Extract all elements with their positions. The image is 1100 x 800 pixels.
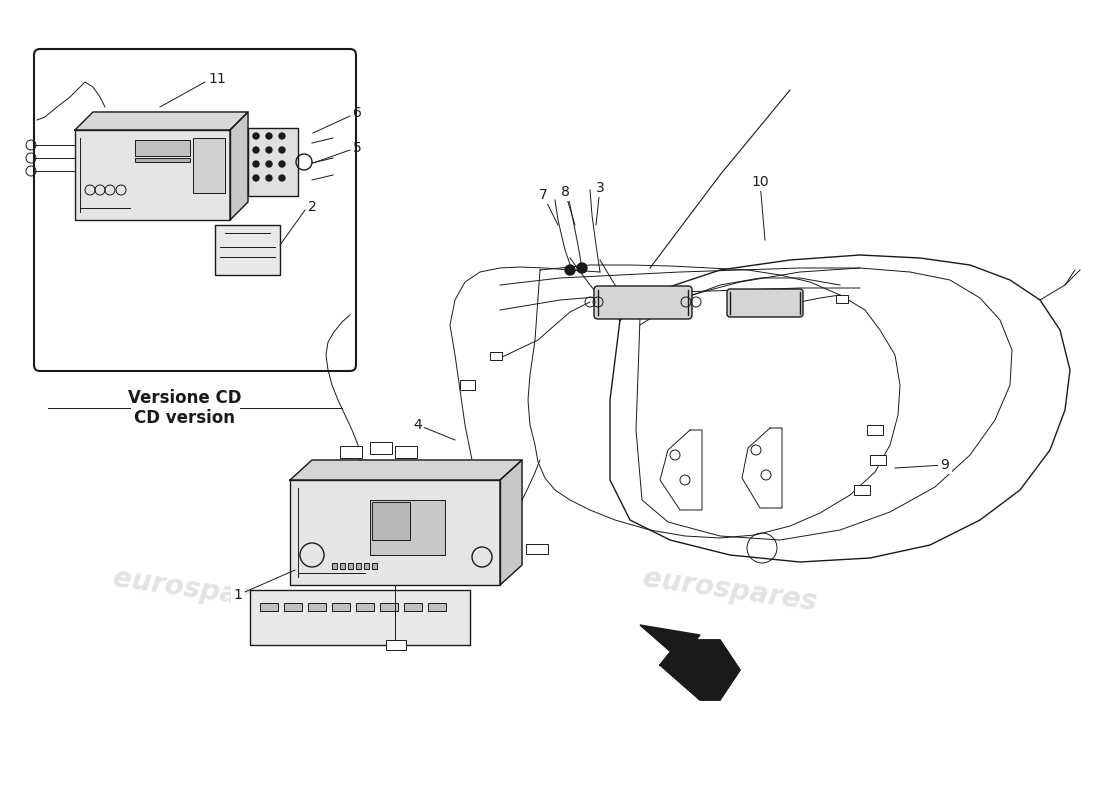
- Circle shape: [266, 161, 272, 167]
- FancyBboxPatch shape: [727, 289, 803, 317]
- Circle shape: [266, 147, 272, 153]
- FancyBboxPatch shape: [34, 49, 356, 371]
- Bar: [404, 603, 422, 611]
- Bar: [836, 295, 848, 303]
- Bar: [395, 446, 417, 458]
- Text: eurospares: eurospares: [641, 564, 818, 616]
- Polygon shape: [660, 640, 740, 700]
- FancyBboxPatch shape: [594, 286, 692, 319]
- Text: 7: 7: [539, 188, 548, 202]
- Bar: [379, 603, 398, 611]
- Bar: [490, 352, 502, 360]
- Bar: [332, 563, 337, 569]
- Bar: [870, 455, 886, 465]
- Text: CD version: CD version: [134, 409, 235, 427]
- Text: 8: 8: [561, 185, 570, 199]
- Bar: [340, 563, 345, 569]
- Bar: [428, 603, 446, 611]
- Bar: [364, 563, 368, 569]
- Bar: [526, 544, 548, 554]
- Bar: [135, 158, 190, 162]
- Bar: [460, 380, 475, 390]
- Bar: [75, 130, 230, 220]
- Bar: [250, 590, 470, 645]
- Text: Versione CD: Versione CD: [129, 389, 242, 407]
- Circle shape: [253, 133, 258, 139]
- Polygon shape: [75, 112, 248, 130]
- Bar: [356, 603, 374, 611]
- Bar: [248, 128, 298, 196]
- Text: 1: 1: [233, 588, 242, 602]
- Bar: [386, 640, 406, 650]
- Text: 10: 10: [751, 175, 769, 189]
- Circle shape: [565, 265, 575, 275]
- Circle shape: [279, 133, 285, 139]
- Bar: [284, 603, 302, 611]
- Polygon shape: [290, 460, 522, 480]
- Text: 2: 2: [308, 200, 317, 214]
- Text: 4: 4: [414, 418, 422, 432]
- Bar: [356, 563, 361, 569]
- Polygon shape: [500, 460, 522, 585]
- Bar: [370, 442, 392, 454]
- Circle shape: [279, 147, 285, 153]
- Polygon shape: [230, 112, 248, 220]
- Bar: [332, 603, 350, 611]
- Bar: [867, 425, 883, 435]
- Polygon shape: [640, 625, 700, 660]
- Circle shape: [279, 161, 285, 167]
- Bar: [290, 480, 500, 585]
- Text: 6: 6: [353, 106, 362, 120]
- Text: 5: 5: [353, 141, 362, 155]
- Bar: [260, 603, 278, 611]
- Bar: [308, 603, 326, 611]
- Circle shape: [266, 133, 272, 139]
- Text: eurospares: eurospares: [111, 564, 289, 616]
- Circle shape: [266, 175, 272, 181]
- Bar: [372, 563, 377, 569]
- Bar: [135, 140, 190, 156]
- FancyBboxPatch shape: [214, 225, 280, 275]
- Text: 9: 9: [940, 458, 949, 472]
- Text: 11: 11: [208, 72, 226, 86]
- Bar: [370, 500, 446, 555]
- Circle shape: [253, 147, 258, 153]
- Bar: [192, 138, 226, 193]
- Bar: [854, 485, 870, 495]
- Circle shape: [253, 175, 258, 181]
- Bar: [348, 563, 353, 569]
- Circle shape: [279, 175, 285, 181]
- Circle shape: [253, 161, 258, 167]
- Circle shape: [578, 263, 587, 273]
- Bar: [372, 502, 410, 540]
- Text: 3: 3: [595, 181, 604, 195]
- Bar: [340, 446, 362, 458]
